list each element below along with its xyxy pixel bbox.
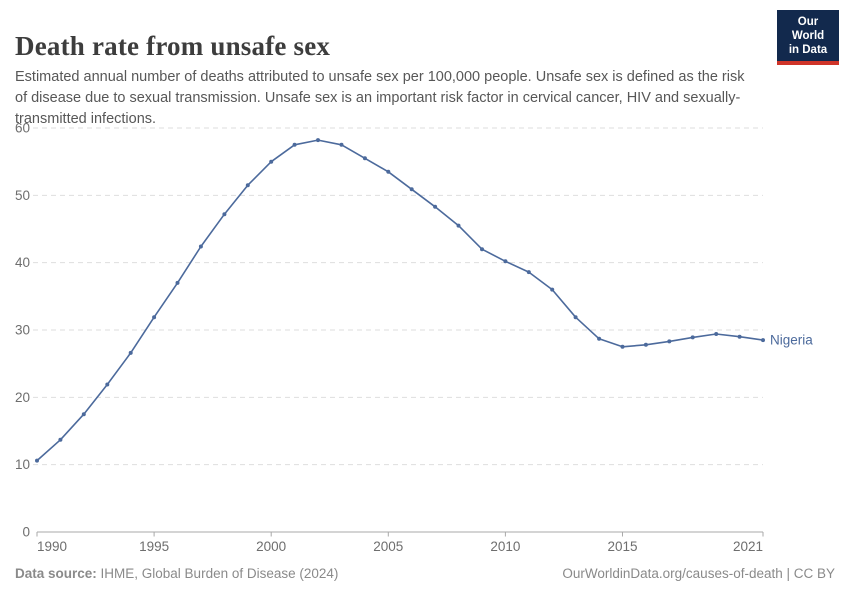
chart-title: Death rate from unsafe sex bbox=[15, 31, 331, 62]
x-tick-label-2000: 2000 bbox=[256, 539, 286, 554]
x-tick-label-1990: 1990 bbox=[37, 539, 67, 554]
series-end-label: Nigeria bbox=[770, 333, 813, 348]
data-point-1993 bbox=[105, 382, 110, 387]
data-point-1994 bbox=[128, 350, 133, 355]
data-point-1996 bbox=[175, 280, 180, 285]
y-tick-label-20: 20 bbox=[15, 390, 30, 405]
data-source-value: IHME, Global Burden of Disease (2024) bbox=[96, 566, 339, 581]
chart-subtitle: Estimated annual number of deaths attrib… bbox=[15, 68, 745, 127]
data-point-2011 bbox=[526, 270, 531, 275]
data-source-label: Data source: bbox=[15, 566, 97, 581]
data-point-2002 bbox=[316, 138, 320, 143]
x-tick-label-2010: 2010 bbox=[490, 539, 520, 554]
data-point-2012 bbox=[550, 287, 555, 292]
y-tick-label-10: 10 bbox=[15, 457, 30, 472]
data-point-2001 bbox=[292, 142, 297, 147]
data-point-1998 bbox=[222, 212, 227, 217]
data-point-2013 bbox=[573, 315, 578, 320]
data-point-2015 bbox=[620, 344, 625, 349]
data-point-2014 bbox=[597, 336, 602, 341]
data-point-2005 bbox=[386, 169, 391, 174]
data-point-2021 bbox=[761, 338, 765, 343]
owid-logo-line2: in Data bbox=[788, 43, 828, 56]
data-point-2018 bbox=[690, 335, 695, 340]
x-tick-label-2021: 2021 bbox=[733, 539, 763, 554]
data-point-2009 bbox=[480, 247, 484, 252]
data-point-2010 bbox=[503, 259, 508, 264]
x-tick-label-2005: 2005 bbox=[373, 539, 403, 554]
x-tick-label-2015: 2015 bbox=[607, 539, 637, 554]
data-point-2004 bbox=[362, 156, 367, 161]
data-point-1990 bbox=[35, 458, 39, 463]
data-point-2017 bbox=[667, 339, 672, 344]
y-tick-label-60: 60 bbox=[15, 121, 30, 136]
data-point-1995 bbox=[152, 315, 157, 320]
y-tick-label-40: 40 bbox=[15, 255, 30, 270]
data-point-1991 bbox=[58, 437, 63, 442]
data-point-2006 bbox=[409, 187, 414, 192]
data-source: Data source: IHME, Global Burden of Dise… bbox=[15, 566, 338, 581]
data-point-2000 bbox=[269, 159, 274, 164]
chart-footer: Data source: IHME, Global Burden of Dise… bbox=[15, 566, 835, 581]
owid-logo: Our World in Data bbox=[777, 10, 839, 66]
data-point-2016 bbox=[643, 342, 648, 347]
y-tick-label-0: 0 bbox=[22, 525, 30, 540]
y-tick-label-50: 50 bbox=[15, 188, 30, 203]
data-point-1997 bbox=[198, 244, 203, 249]
owid-logo-line1: Our World bbox=[791, 16, 825, 42]
data-point-2008 bbox=[456, 223, 461, 228]
x-tick-label-1995: 1995 bbox=[139, 539, 169, 554]
data-point-2020 bbox=[737, 334, 742, 339]
data-point-2007 bbox=[433, 204, 438, 209]
data-point-1992 bbox=[81, 412, 86, 417]
series-line-nigeria bbox=[36, 139, 764, 462]
attribution: OurWorldinData.org/causes-of-death | CC … bbox=[562, 566, 835, 581]
data-point-2019 bbox=[714, 332, 719, 336]
y-tick-label-30: 30 bbox=[15, 323, 30, 338]
data-point-2003 bbox=[339, 142, 344, 147]
data-point-1999 bbox=[245, 183, 250, 188]
